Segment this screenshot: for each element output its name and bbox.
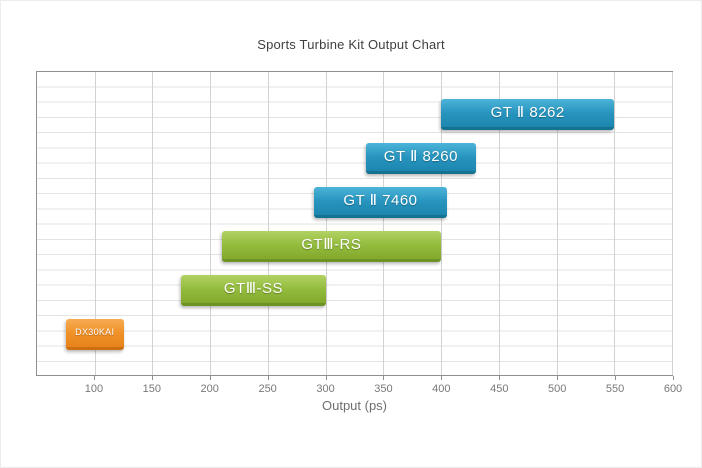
- bar-label: GTⅢ-SS: [223, 279, 284, 297]
- x-tick-label: 500: [547, 383, 567, 395]
- plot-area: GT Ⅱ 8262 GT Ⅱ 8260 GT Ⅱ 7460 GTⅢ-RS GTⅢ-SS D…: [36, 71, 673, 376]
- x-tick-mark: [325, 376, 327, 380]
- x-tick-label: 150: [142, 383, 161, 395]
- gridline-vertical: [325, 72, 327, 375]
- x-tick-label: 550: [605, 383, 625, 395]
- x-tick-label: 250: [258, 383, 277, 395]
- chart-bar: DX30KAI: [65, 319, 124, 350]
- x-tick-mark: [93, 376, 95, 380]
- x-tick-label: 200: [200, 383, 219, 395]
- x-tick-mark: [383, 376, 385, 380]
- bar-label: GT Ⅱ 7460: [343, 191, 418, 209]
- x-axis-label: Output (ps): [321, 398, 388, 413]
- x-tick-label: 450: [490, 383, 509, 395]
- x-tick-mark: [441, 376, 443, 380]
- x-tick-mark: [151, 376, 153, 380]
- gridline-vertical: [210, 72, 212, 375]
- chart-title: Sports Turbine Kit Output Chart: [257, 37, 445, 52]
- gridline-vertical: [94, 72, 96, 375]
- x-axis-ticks: 100 150 200 250 300 350 400 450 500 550 600: [36, 376, 682, 404]
- chart-bar: GT Ⅱ 8262: [441, 99, 615, 130]
- x-tick-mark: [499, 376, 501, 380]
- x-tick-label: 100: [84, 383, 104, 395]
- gridline-vertical: [383, 72, 385, 375]
- chart-bar: GTⅢ-SS: [181, 275, 326, 306]
- x-tick-mark: [209, 376, 211, 380]
- gridline-vertical: [556, 72, 558, 375]
- gridline-vertical: [498, 72, 500, 375]
- gridline-vertical: [614, 72, 616, 375]
- bar-label: GTⅢ-RS: [301, 235, 362, 253]
- x-tick-label: 400: [432, 383, 451, 395]
- x-tick-mark: [615, 376, 617, 380]
- gridline-vertical: [672, 72, 673, 375]
- x-tick-label: 300: [316, 383, 335, 395]
- x-tick-label: 600: [663, 383, 683, 395]
- x-tick-mark: [267, 376, 269, 380]
- bar-label: DX30KAI: [75, 326, 115, 337]
- x-tick-label: 350: [374, 383, 393, 395]
- chart-bar: GTⅢ-RS: [221, 231, 442, 262]
- bar-label: GT Ⅱ 8262: [490, 103, 565, 121]
- x-tick-mark: [557, 376, 559, 380]
- gridline-vertical: [441, 72, 443, 375]
- gridline-vertical: [152, 72, 154, 375]
- chart-bar: GT Ⅱ 7460: [314, 187, 447, 218]
- bar-label: GT Ⅱ 8260: [383, 147, 458, 165]
- x-tick-mark: [673, 376, 674, 380]
- gridline-vertical: [267, 72, 269, 375]
- chart-bar: GT Ⅱ 8260: [366, 143, 476, 174]
